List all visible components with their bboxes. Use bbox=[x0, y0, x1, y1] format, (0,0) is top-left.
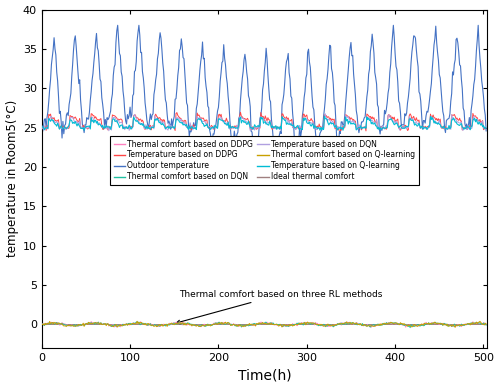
Text: Thermal comfort based on three RL methods: Thermal comfort based on three RL method… bbox=[176, 290, 382, 324]
Y-axis label: temperature in Room5(°C): temperature in Room5(°C) bbox=[6, 100, 18, 257]
Legend: Thermal comfort based on DDPG, Temperature based on DDPG, Outdoor temperature, T: Thermal comfort based on DDPG, Temperatu… bbox=[110, 136, 419, 185]
X-axis label: Time(h): Time(h) bbox=[238, 369, 291, 383]
